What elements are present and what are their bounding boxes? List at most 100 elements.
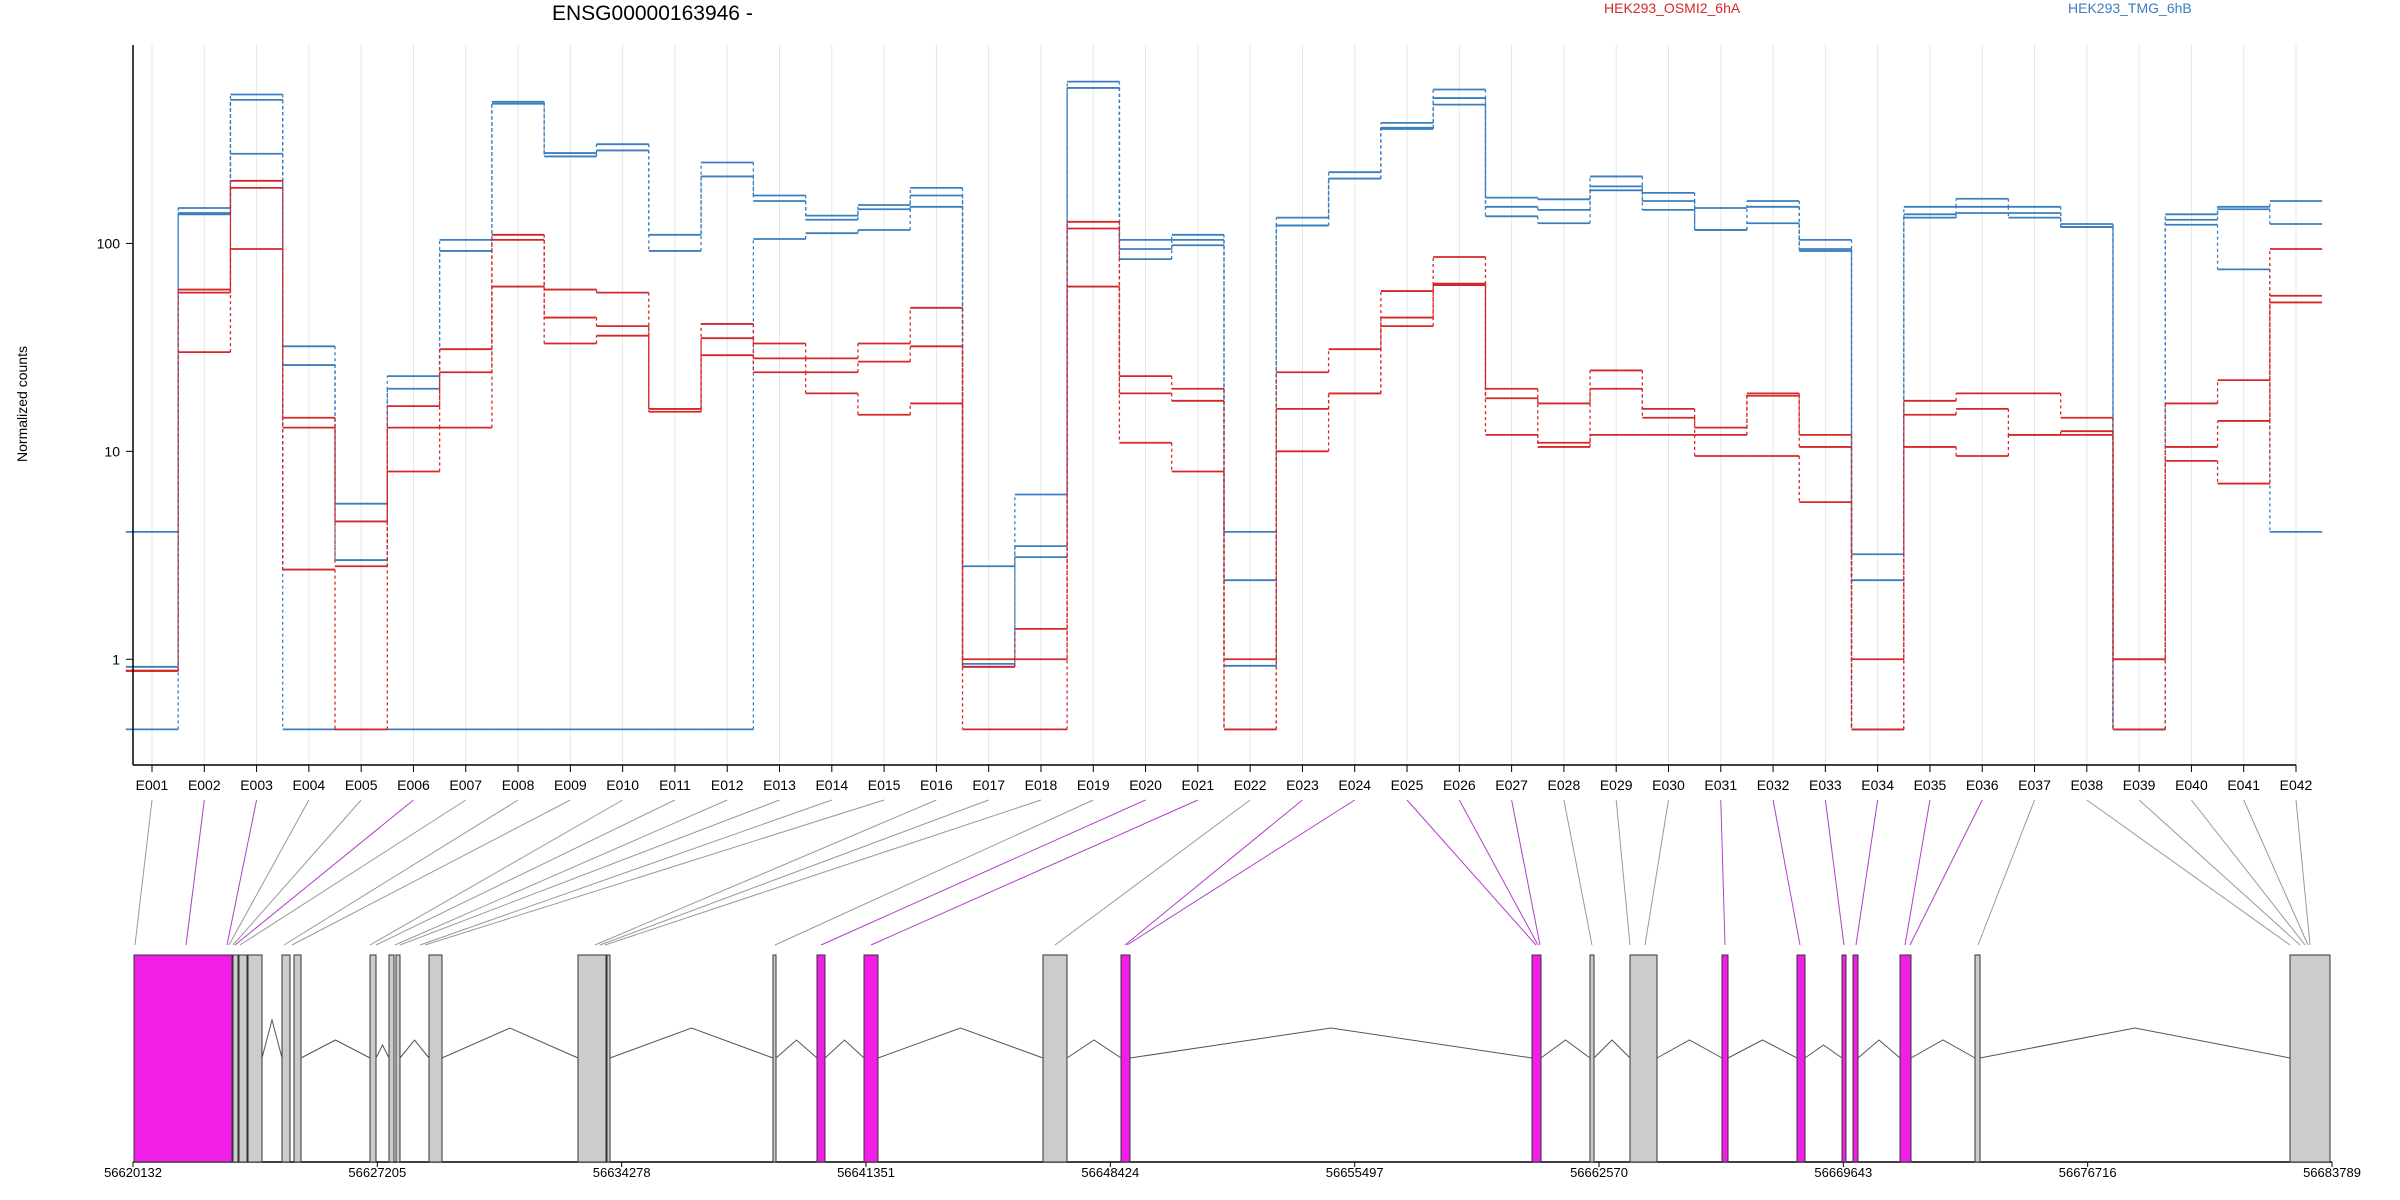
x-tick-label-e024: E024	[1338, 777, 1371, 793]
exon-connector-e031	[1720, 799, 1726, 946]
coord-label: 56669643	[1814, 1165, 1872, 1180]
intron-line	[1593, 1039, 1631, 1059]
series-layer	[125, 80, 2323, 731]
x-tick-label-e016: E016	[920, 777, 953, 793]
exon-block	[369, 954, 377, 1163]
exon-block	[388, 954, 395, 1163]
y-axis-label: Normalized counts	[14, 346, 30, 462]
coord-label: 56683789	[2303, 1165, 2361, 1180]
exon-connector-e030	[1644, 799, 1669, 946]
exon-block	[281, 954, 291, 1163]
x-tick-label-e021: E021	[1182, 777, 1215, 793]
x-tick-label-e032: E032	[1757, 777, 1790, 793]
x-tick-label-e041: E041	[2227, 777, 2260, 793]
exon-connector-e023	[1124, 799, 1303, 946]
exon-connector-e025	[1406, 799, 1537, 946]
exon-connector-e027	[1511, 799, 1541, 946]
exon-block	[1899, 954, 1912, 1163]
coord-label: 56662570	[1570, 1165, 1628, 1180]
coord-label: 56634278	[593, 1165, 651, 1180]
y-tick-label: 100	[97, 235, 121, 251]
intron-line	[300, 1039, 371, 1059]
intron-line	[441, 1027, 579, 1059]
x-tick-label-e038: E038	[2070, 777, 2103, 793]
series-line-5	[125, 248, 2323, 731]
x-tick-label-e012: E012	[711, 777, 744, 793]
y-tick-label: 10	[104, 443, 120, 459]
x-tick-label-e035: E035	[1914, 777, 1947, 793]
intron-line	[824, 1039, 865, 1059]
x-tick-label-e030: E030	[1652, 777, 1685, 793]
exon-block	[577, 954, 607, 1163]
x-tick-label-e017: E017	[972, 777, 1005, 793]
exon-connector-e001	[134, 799, 153, 946]
chart-title: ENSG00000163946 -	[552, 2, 753, 25]
exon-block	[816, 954, 826, 1163]
intron-line	[399, 1039, 430, 1059]
exon-connector-e012	[394, 799, 728, 946]
legend-entry-tmg: HEK293_TMG_6hB	[2068, 0, 2192, 16]
coord-label: 56655497	[1326, 1165, 1384, 1180]
x-tick-label-e023: E023	[1286, 777, 1319, 793]
coord-label: 56627205	[348, 1165, 406, 1180]
exon-connector-e038	[2086, 799, 2291, 946]
x-tick-label-e040: E040	[2175, 777, 2208, 793]
exon-connector-e014	[419, 799, 832, 946]
exon-block	[1531, 954, 1542, 1163]
intron-line	[1979, 1027, 2291, 1059]
exon-connector-e021	[870, 799, 1199, 946]
exon-block	[1721, 954, 1729, 1163]
exon-block	[772, 954, 777, 1163]
exon-connector-e029	[1615, 799, 1631, 946]
x-tick-label-e011: E011	[659, 777, 691, 793]
exon-block	[247, 954, 263, 1163]
exon-connector-e035	[1904, 799, 1931, 946]
exon-connector-e037	[1977, 799, 2036, 946]
exon-block	[1796, 954, 1806, 1163]
x-tick-label-e014: E014	[815, 777, 848, 793]
grid-lines	[151, 45, 2297, 765]
x-tick-label-e009: E009	[554, 777, 587, 793]
intron-line	[609, 1027, 774, 1059]
exon-block	[395, 954, 401, 1163]
exon-connector-e034	[1855, 799, 1879, 946]
exon-block	[1120, 954, 1131, 1163]
exon-block	[2289, 954, 2331, 1163]
intron-line	[877, 1027, 1044, 1059]
x-tick-label-e019: E019	[1077, 777, 1110, 793]
axes	[132, 45, 2296, 766]
x-tick-label-e031: E031	[1704, 777, 1737, 793]
intron-line	[375, 1043, 390, 1059]
exon-connector-e022	[1054, 799, 1251, 946]
exon-connector-e033	[1824, 799, 1845, 946]
x-tick-label-e013: E013	[763, 777, 796, 793]
exon-connector-e015	[424, 799, 885, 946]
exon-block	[133, 954, 233, 1163]
x-tick-label-e034: E034	[1861, 777, 1894, 793]
x-tick-label-e005: E005	[345, 777, 378, 793]
exon-connector-e004	[228, 799, 310, 946]
exon-block	[863, 954, 879, 1163]
legend-entry-osmi2: HEK293_OSMI2_6hA	[1604, 0, 1741, 16]
x-tick-label-e037: E037	[2018, 777, 2051, 793]
exon-connector-e017	[599, 799, 989, 946]
exon-connector-e002	[185, 799, 205, 946]
x-tick-label-e008: E008	[502, 777, 535, 793]
intron-line	[1066, 1039, 1122, 1059]
exon-connector-e005	[232, 799, 362, 946]
x-tick-label-e004: E004	[293, 777, 326, 793]
exon-connector-e011	[375, 799, 676, 946]
exon-connector-e040	[2191, 799, 2306, 946]
exon-connector-e010	[369, 799, 623, 946]
x-tick-label-e010: E010	[606, 777, 639, 793]
exon-connector-e032	[1772, 799, 1801, 946]
x-tick-label-e002: E002	[188, 777, 221, 793]
exon-block	[293, 954, 302, 1163]
x-tick-label-e026: E026	[1443, 777, 1476, 793]
exon-connector-lines	[134, 799, 2311, 946]
coord-label: 56620132	[104, 1165, 162, 1180]
x-tick-label-e015: E015	[868, 777, 901, 793]
exon-block	[1629, 954, 1658, 1163]
gene-model	[133, 954, 2332, 1163]
